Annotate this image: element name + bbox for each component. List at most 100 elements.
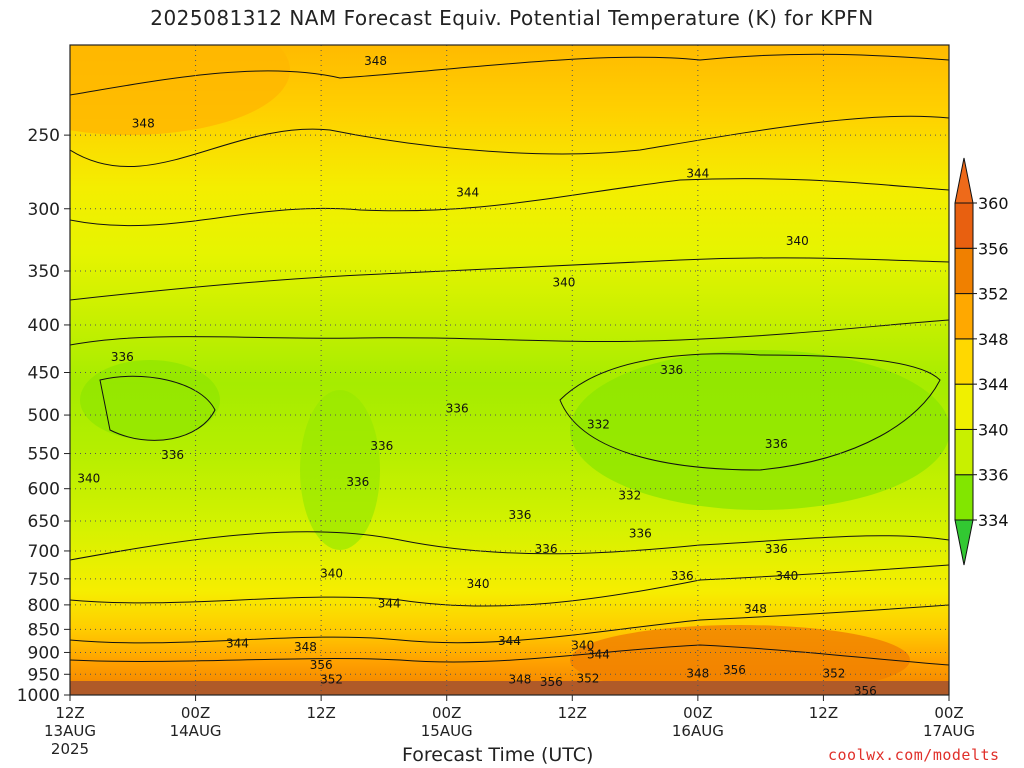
- warm-region-bottom: [570, 625, 910, 695]
- contour-label: 344: [498, 634, 521, 648]
- colorbar-tick-label: 340: [978, 420, 1009, 439]
- contour-label: 348: [686, 666, 709, 680]
- y-tick-label: 550: [28, 445, 60, 465]
- colorbar-overflow-arrow: [954, 157, 974, 204]
- contour-label: 336: [446, 402, 469, 416]
- x-tick-label: 12Z: [558, 704, 587, 722]
- y-tick-label: 250: [28, 126, 60, 146]
- warm-region-top: [70, 45, 290, 135]
- x-tick-label: 12Z: [306, 704, 335, 722]
- y-tick-label: 650: [28, 512, 60, 532]
- y-tick-label: 1000: [17, 686, 60, 706]
- contour-line: [70, 604, 949, 644]
- y-tick-label: 950: [28, 665, 60, 685]
- contour-label: 340: [467, 577, 490, 591]
- y-tick-label: 350: [28, 262, 60, 282]
- contour-label: 352: [822, 666, 845, 680]
- contour-label: 344: [226, 636, 249, 650]
- contour-line: [70, 531, 949, 561]
- colorbar-tick-label: 344: [978, 375, 1009, 394]
- x-tick-date: 14AUG: [170, 722, 222, 740]
- contour-label: 336: [370, 439, 393, 453]
- y-tick-label: 600: [28, 480, 60, 500]
- y-tick-label: 450: [28, 364, 60, 384]
- plot-frame: [69, 44, 950, 696]
- y-axis: 250 300 350 400 450 500 550 600 650 700 750 800 850 9…: [17, 126, 70, 706]
- below-ground-strip: [70, 681, 949, 695]
- contour-label: 356: [540, 675, 563, 689]
- contour-label: 340: [571, 639, 594, 653]
- contour-label: 348: [132, 117, 155, 131]
- contour-label: 348: [509, 672, 532, 686]
- contour-label: 344: [456, 185, 479, 199]
- contour-line: [559, 353, 941, 471]
- colorbar-segment: [954, 293, 974, 340]
- contour-label: 340: [775, 569, 798, 583]
- contour-label: 344: [686, 167, 709, 181]
- contour-label: 336: [509, 508, 532, 522]
- y-tick-label: 850: [28, 620, 60, 640]
- contour-label: 352: [320, 672, 343, 686]
- contour-label: 336: [671, 569, 694, 583]
- colorbar-segment: [954, 247, 974, 295]
- x-tick-label: 12Z: [809, 704, 838, 722]
- moist-region-mid3: [300, 390, 380, 550]
- contour-label: 332: [587, 418, 610, 432]
- contour-label: 336: [161, 448, 184, 462]
- colorbar-underflow-arrow: [954, 519, 974, 566]
- contour-line: [99, 375, 216, 441]
- colorbar: 334 336 340 344 348 352 356 360: [954, 157, 1009, 566]
- contour-label: 332: [618, 488, 641, 502]
- contour-label: 348: [744, 602, 767, 616]
- contour-label: 340: [786, 234, 809, 248]
- colorbar-tick-label: 360: [978, 194, 1009, 213]
- contour-label: 352: [577, 672, 600, 686]
- x-tick-label: 00Z: [432, 704, 461, 722]
- moist-region-mid2: [80, 360, 220, 440]
- y-tick-label: 300: [28, 200, 60, 220]
- colorbar-segment: [954, 474, 974, 521]
- chart-title: 2025081312 NAM Forecast Equiv. Potential…: [150, 6, 874, 30]
- contour-line: [70, 115, 949, 167]
- y-tick-label: 800: [28, 596, 60, 616]
- x-tick-label: 12Z: [55, 704, 84, 722]
- contour-label: 344: [587, 648, 610, 662]
- colorbar-tick-label: 336: [978, 466, 1009, 485]
- colorbar-tick-label: 356: [978, 239, 1009, 258]
- y-tick-label: 750: [28, 570, 60, 590]
- contour-line: [70, 53, 949, 96]
- colorbar-segment: [954, 428, 974, 476]
- contour-line: [70, 257, 949, 301]
- colorbar-tick-label: 348: [978, 330, 1009, 349]
- colorbar-segment: [954, 338, 974, 385]
- contour-label: 356: [310, 658, 333, 672]
- contour-label: 336: [535, 542, 558, 556]
- contour-label: 356: [723, 663, 746, 677]
- colorbar-tick-label: 352: [978, 285, 1009, 304]
- x-tick-date: 16AUG: [672, 722, 724, 740]
- contour-label: 340: [77, 471, 100, 485]
- colorbar-segment: [954, 202, 974, 249]
- x-tick-date: 13AUG: [44, 722, 96, 740]
- x-tick-date: 17AUG: [923, 722, 975, 740]
- y-tick-label: 500: [28, 406, 60, 426]
- contour-label: 336: [765, 542, 788, 556]
- y-tick-label: 900: [28, 643, 60, 663]
- colorbar-tick-label: 334: [978, 511, 1009, 530]
- contour-label: 336: [111, 350, 134, 364]
- contour-label: 336: [629, 526, 652, 540]
- contour-label: 336: [346, 475, 369, 489]
- x-tick-date: 15AUG: [421, 722, 473, 740]
- x-tick-label: 00Z: [181, 704, 210, 722]
- watermark: coolwx.com/modelts: [828, 746, 1000, 764]
- contour-label: 336: [660, 363, 683, 377]
- contour-label: 344: [378, 596, 401, 610]
- x-axis-title: Forecast Time (UTC): [402, 744, 594, 766]
- contour-label: 336: [765, 437, 788, 451]
- contour-label: 356: [854, 684, 877, 698]
- contour-line: [70, 178, 949, 227]
